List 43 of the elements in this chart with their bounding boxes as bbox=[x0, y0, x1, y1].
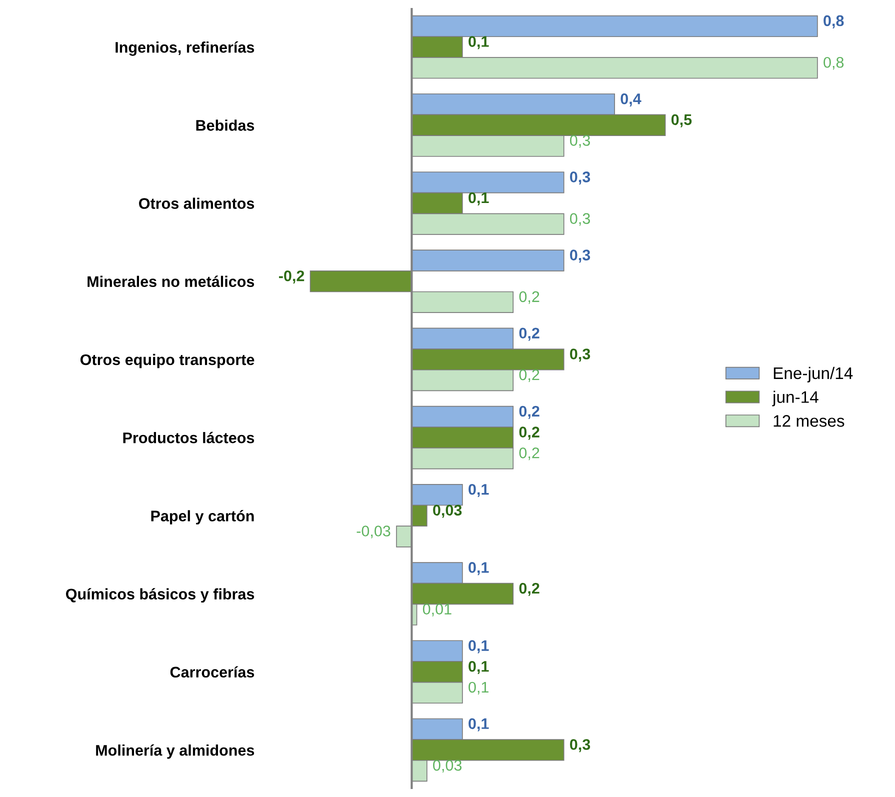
data-label: 0,4 bbox=[620, 93, 642, 106]
data-label: 0,1 bbox=[468, 192, 489, 206]
y-tick-label: Ingenios, refinerías bbox=[116, 41, 254, 56]
data-label: 0,3 bbox=[570, 172, 590, 185]
data-label: 0,1 bbox=[468, 36, 489, 50]
data-label: 0,1 bbox=[468, 562, 489, 576]
legend-label: jun-14 bbox=[772, 390, 818, 406]
data-label: 0,1 bbox=[468, 640, 489, 654]
data-label: 0,2 bbox=[519, 582, 540, 596]
data-label: 0,3 bbox=[570, 348, 590, 362]
data-label: -0,2 bbox=[278, 270, 304, 284]
data-label: 0,5 bbox=[671, 114, 692, 128]
data-label: 0,1 bbox=[468, 484, 489, 497]
data-label: 0,1 bbox=[468, 718, 489, 732]
data-label: 0,3 bbox=[570, 739, 590, 752]
y-tick-label: Otros equipo transporte bbox=[80, 354, 254, 368]
y-tick-label: Carrocerías bbox=[170, 666, 254, 678]
data-label: 0,03 bbox=[433, 760, 462, 773]
data-label: 0,3 bbox=[570, 213, 590, 226]
data-label: 0,01 bbox=[422, 604, 452, 616]
data-label: 0,2 bbox=[519, 447, 540, 460]
data-label: 0,1 bbox=[468, 660, 489, 674]
y-tick-label: Minerales no metálicos bbox=[88, 276, 254, 288]
data-label: -0,03 bbox=[356, 526, 390, 538]
data-label: 0,2 bbox=[519, 406, 540, 419]
data-label: 0,3 bbox=[570, 250, 590, 263]
y-tick-label: Papel y cartón bbox=[151, 510, 254, 524]
legend-label: Ene-jun/14 bbox=[774, 366, 853, 382]
data-label: 0,8 bbox=[824, 56, 844, 70]
legend-label: 12 meses bbox=[774, 415, 844, 427]
data-label: 0,2 bbox=[519, 328, 540, 341]
data-label: 0,03 bbox=[433, 504, 462, 518]
y-tick-label: Otros alimentos bbox=[139, 198, 254, 209]
y-tick-label: Químicos básicos y fibras bbox=[66, 588, 254, 603]
y-tick-label: Productos lácteos bbox=[123, 432, 254, 444]
y-tick-label: Bebidas bbox=[196, 120, 254, 131]
data-label: 0,2 bbox=[519, 426, 540, 440]
data-label: 0,2 bbox=[519, 369, 540, 382]
data-label: 0,3 bbox=[570, 135, 590, 148]
data-label: 0,2 bbox=[519, 291, 540, 304]
data-label: 0,1 bbox=[468, 682, 488, 694]
data-label: 0,8 bbox=[824, 15, 844, 28]
y-tick-label: Molinería y almidones bbox=[96, 744, 254, 759]
